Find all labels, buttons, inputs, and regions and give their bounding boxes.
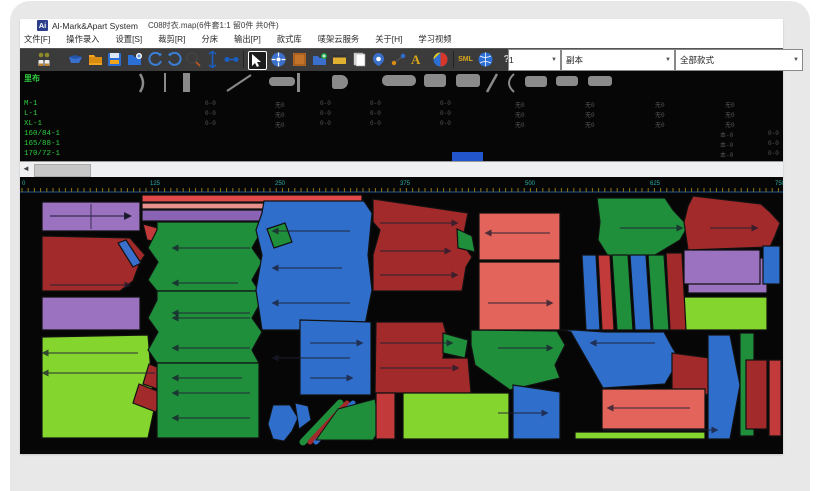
- svg-text:250: 250: [275, 181, 286, 187]
- svg-text:500: 500: [525, 181, 536, 187]
- svg-text:A: A: [411, 52, 421, 67]
- svg-text:625: 625: [650, 181, 661, 187]
- svg-text:750: 750: [775, 181, 783, 187]
- svg-text:375: 375: [400, 181, 411, 187]
- svg-text:125: 125: [150, 181, 161, 187]
